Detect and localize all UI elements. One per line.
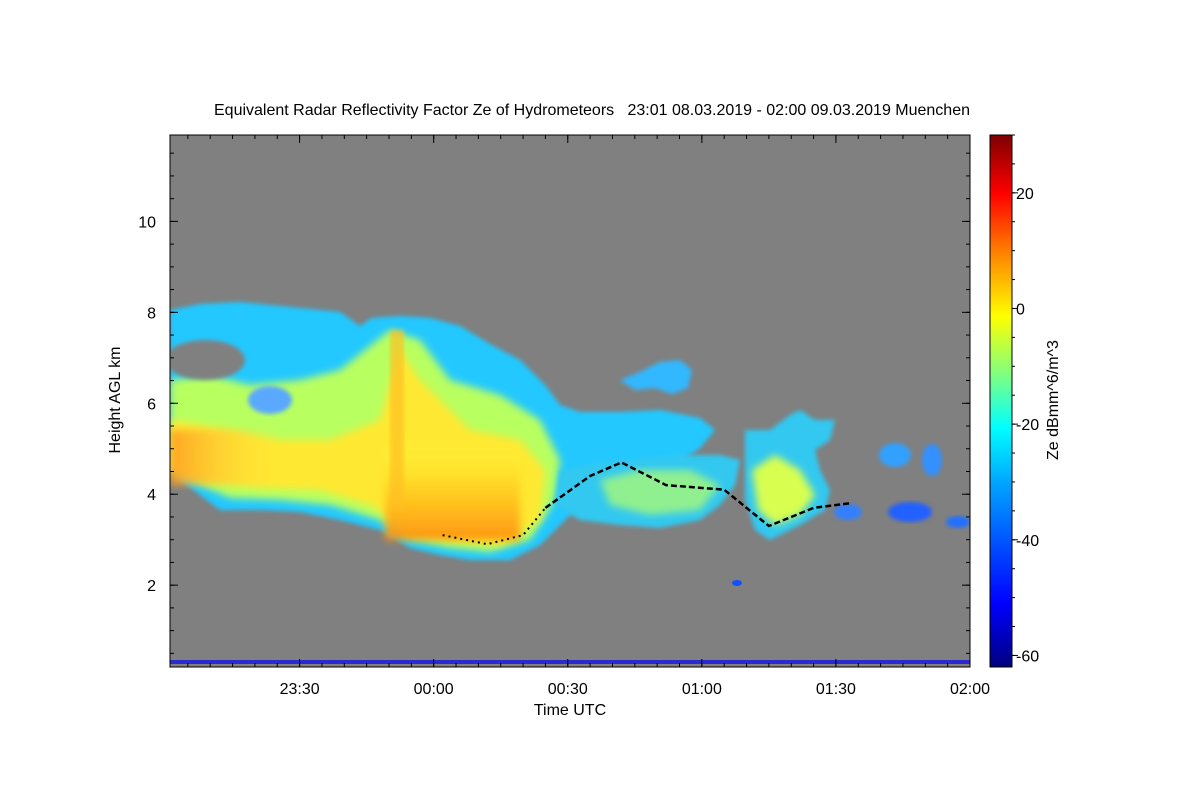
echo-streak (390, 330, 404, 510)
colorbar (989, 134, 1013, 668)
echo-region-cell-core (752, 455, 815, 525)
y-tick-label: 10 (138, 214, 156, 231)
x-axis: 23:30 00:00 00:30 01:00 01:30 02:00 (187, 135, 990, 698)
echo-core-left (170, 430, 280, 485)
y-tick-label: 6 (147, 396, 156, 413)
colorbar-label: Ze dBmm^6/m^3 (1045, 340, 1062, 460)
x-tick-label: 02:00 (950, 681, 990, 698)
y-axis-label: Height AGL km (107, 346, 124, 453)
echo-patch-d (946, 516, 970, 528)
y-axis: 2 4 6 8 10 (138, 152, 970, 654)
colorbar-tick-label: 0 (1016, 301, 1025, 318)
colorbar-tick-label: -40 (1016, 533, 1039, 550)
echo-patch-e (834, 504, 862, 520)
y-tick-label: 8 (147, 305, 156, 322)
colorbar-axis: 20 0 -20 -40 -60 (1012, 134, 1039, 665)
echo-gap-1 (170, 340, 245, 380)
x-axis-label: Time UTC (534, 702, 606, 719)
y-tick-label: 2 (147, 578, 156, 595)
ground-clutter-band (170, 660, 970, 664)
echo-patch-b (922, 444, 942, 476)
colorbar-tick-label: 20 (1016, 186, 1034, 203)
x-tick-label: 00:30 (548, 681, 588, 698)
echo-layer (170, 302, 970, 664)
colorbar-tick-label: -20 (1016, 417, 1039, 434)
echo-patch-a (879, 443, 911, 467)
echo-core-center (385, 440, 520, 540)
echo-region-upper-patch (620, 360, 692, 394)
x-tick-label: 00:00 (414, 681, 454, 698)
x-tick-label: 23:30 (280, 681, 320, 698)
plot-frame (169, 134, 971, 668)
chart-title: Equivalent Radar Reflectivity Factor Ze … (214, 102, 970, 119)
echo-region-anvil-inner (600, 470, 720, 515)
y-tick-label: 4 (147, 487, 156, 504)
echo-patch-f (732, 580, 742, 586)
x-tick-label: 01:00 (682, 681, 722, 698)
x-tick-label: 01:30 (816, 681, 856, 698)
colorbar-tick-label: -60 (1016, 648, 1039, 665)
echo-gap-2 (248, 386, 292, 414)
echo-patch-c (888, 502, 932, 522)
